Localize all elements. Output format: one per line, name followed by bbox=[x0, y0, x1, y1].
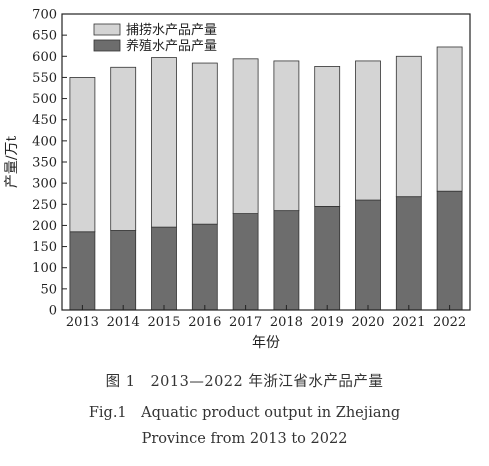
y-tick-label: 150 bbox=[32, 240, 57, 255]
y-tick-label: 300 bbox=[32, 177, 57, 192]
figure-caption-chinese: 图 1 2013—2022 年浙江省水产品产量 bbox=[105, 374, 384, 390]
bar-fishing-2015 bbox=[151, 57, 177, 228]
y-tick-label: 500 bbox=[32, 92, 57, 107]
legend-swatch bbox=[93, 39, 121, 52]
y-tick-label: 450 bbox=[32, 113, 57, 128]
stacked-bar-chart: 0 50 100 150 200 250 300 350 400 450 500 550 600 650 7… bbox=[4, 8, 471, 351]
bar-aquaculture-2019 bbox=[314, 205, 341, 311]
bars-group bbox=[69, 46, 463, 311]
bar-aquaculture-2020 bbox=[355, 199, 381, 311]
y-tick-label: 550 bbox=[32, 71, 57, 86]
bar-aquaculture-2015 bbox=[151, 226, 177, 311]
bar-aquaculture-2014 bbox=[110, 230, 137, 311]
figure-caption-english-line1: Fig.1 Aquatic product output in Zhejiang bbox=[88, 405, 401, 421]
y-tick-label: 650 bbox=[32, 29, 57, 44]
x-tick-label: 2015 bbox=[147, 315, 180, 330]
bar-aquaculture-2018 bbox=[273, 210, 300, 311]
bar-fishing-2016 bbox=[191, 62, 218, 225]
x-tick-label: 2016 bbox=[188, 315, 221, 330]
legend-label: 捕捞水产品产量 bbox=[126, 22, 217, 38]
bar-aquaculture-2016 bbox=[191, 223, 218, 311]
figure-caption-english-line2: Province from 2013 to 2022 bbox=[141, 431, 348, 447]
y-tick-label: 250 bbox=[32, 198, 57, 213]
y-tick-label: 350 bbox=[32, 156, 57, 171]
x-tick-label: 2013 bbox=[66, 315, 99, 330]
bar-fishing-2013 bbox=[69, 77, 96, 233]
y-axis-label: 产量/万t bbox=[4, 135, 20, 188]
bar-fishing-2022 bbox=[436, 46, 463, 192]
x-tick-label: 2020 bbox=[351, 315, 384, 330]
bar-aquaculture-2017 bbox=[232, 213, 259, 311]
bar-aquaculture-2022 bbox=[436, 190, 463, 311]
x-tick-label: 2017 bbox=[229, 315, 262, 330]
y-tick-label: 400 bbox=[32, 134, 57, 149]
y-tick-label: 200 bbox=[32, 219, 57, 234]
y-tick-label: 100 bbox=[32, 261, 57, 276]
bar-fishing-2014 bbox=[110, 66, 137, 231]
x-tick-label: 2018 bbox=[270, 315, 303, 330]
y-tick-label: 700 bbox=[32, 8, 57, 23]
x-axis-label: 年份 bbox=[252, 335, 280, 351]
y-axis-ticks: 0 50 100 150 200 250 300 350 400 450 500 550 600 650 7… bbox=[32, 8, 67, 319]
bar-fishing-2020 bbox=[355, 60, 381, 201]
x-tick-label: 2019 bbox=[311, 315, 344, 330]
x-tick-label: 2021 bbox=[392, 315, 425, 330]
bar-fishing-2018 bbox=[273, 60, 300, 212]
x-axis-ticks: 2013 2014 2015 2016 2017 2018 2019 2020 2021 2022 bbox=[66, 305, 466, 330]
legend-label: 养殖水产品产量 bbox=[126, 38, 217, 54]
y-tick-label: 50 bbox=[40, 282, 57, 297]
y-tick-label: 0 bbox=[49, 304, 57, 319]
x-tick-label: 2014 bbox=[107, 315, 140, 330]
legend-swatch bbox=[93, 23, 121, 36]
y-tick-label: 600 bbox=[32, 50, 57, 65]
x-tick-label: 2022 bbox=[433, 315, 466, 330]
bar-fishing-2019 bbox=[314, 66, 341, 207]
bar-aquaculture-2021 bbox=[395, 196, 422, 311]
plot-frame bbox=[61, 13, 471, 311]
bar-fishing-2017 bbox=[232, 58, 259, 214]
bar-fishing-2021 bbox=[395, 55, 422, 198]
bar-aquaculture-2013 bbox=[69, 231, 96, 311]
